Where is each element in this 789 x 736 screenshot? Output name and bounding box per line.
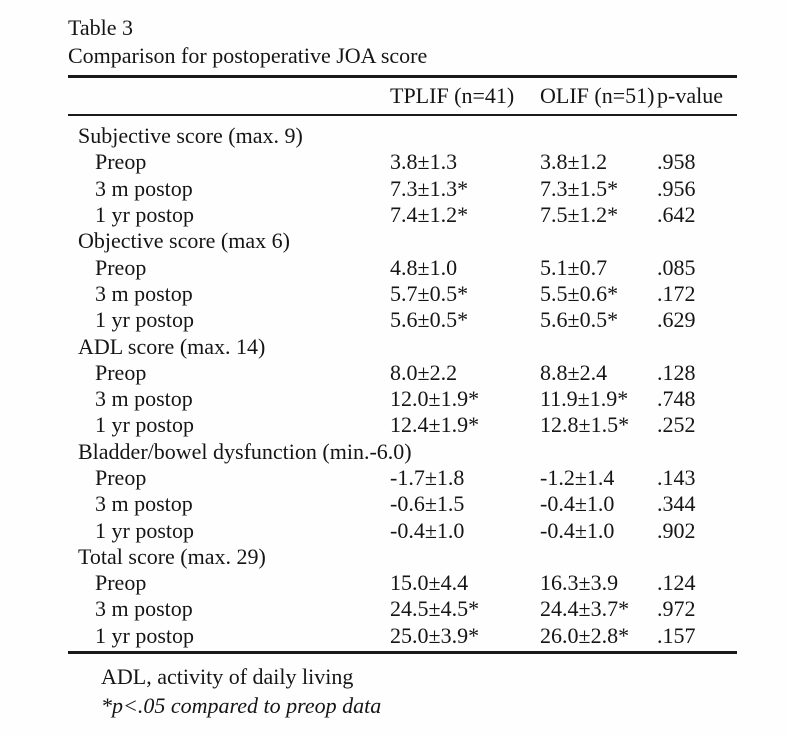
row-label: 1 yr postop — [95, 517, 194, 543]
p-value: .972 — [657, 596, 696, 622]
row-label: Preop — [95, 465, 147, 490]
section-title-row: Total score (max. 29) — [68, 544, 737, 570]
olif-value: 8.8±2.4 — [540, 359, 608, 385]
table-row: 1 yr postop -0.4±1.0 -0.4±1.0 .902 — [68, 517, 737, 543]
tplif-value: 15.0±4.4 — [390, 570, 469, 596]
table-row: Preop 3.8±1.3 3.8±1.2 .958 — [68, 149, 737, 175]
tplif-value: -0.4±1.0 — [390, 517, 465, 543]
row-label: 1 yr postop — [95, 622, 194, 648]
row-label: 3 m postop — [95, 386, 193, 412]
p-value: .085 — [657, 254, 696, 280]
section-title: Bladder/bowel dysfunction (min.-6.0) — [78, 438, 412, 464]
tplif-value: 5.7±0.5* — [390, 280, 469, 306]
table-row: 3 m postop -0.6±1.5 -0.4±1.0 .344 — [68, 491, 737, 517]
table-row: 1 yr postop 25.0±3.9* 26.0±2.8* .157 — [68, 623, 737, 649]
table-row: Preop 15.0±4.4 16.3±3.9 .124 — [68, 570, 737, 596]
p-value: .956 — [657, 175, 696, 201]
p-value: .642 — [657, 202, 696, 228]
olif-value: 3.8±1.2 — [540, 149, 608, 175]
olif-value: 16.3±3.9 — [540, 570, 619, 596]
row-label: 3 m postop — [95, 175, 193, 201]
row-label: Preop — [95, 359, 147, 385]
tplif-value: 24.5±4.5* — [390, 596, 480, 622]
olif-value: -0.4±1.0 — [540, 517, 615, 543]
row-label: 3 m postop — [95, 596, 193, 622]
table-row: 1 yr postop 7.4±1.2* 7.5±1.2* .642 — [68, 202, 737, 228]
olif-value: 5.6±0.5* — [540, 307, 619, 333]
olif-value: 12.8±1.5* — [540, 412, 630, 438]
table-row: 3 m postop 24.5±4.5* 24.4±3.7* .972 — [68, 596, 737, 622]
tplif-value: 12.0±1.9* — [390, 386, 480, 412]
row-label: Preop — [95, 149, 147, 175]
row-label: 1 yr postop — [95, 307, 194, 333]
p-value: .157 — [657, 622, 696, 648]
table-row: 1 yr postop 12.4±1.9* 12.8±1.5* .252 — [68, 412, 737, 438]
row-label: Preop — [95, 570, 147, 596]
tplif-value: 4.8±1.0 — [390, 254, 458, 280]
section-title: Subjective score (max. 9) — [78, 123, 303, 149]
table-row: 3 m postop 7.3±1.3* 7.3±1.5* .956 — [68, 176, 737, 202]
table-row: 1 yr postop 5.6±0.5* 5.6±0.5* .629 — [68, 307, 737, 333]
tplif-value: 12.4±1.9* — [390, 412, 480, 438]
table-row: 3 m postop 12.0±1.9* 11.9±1.9* .748 — [68, 386, 737, 412]
p-value: .252 — [657, 412, 696, 438]
p-value: .124 — [657, 570, 696, 596]
row-label: 1 yr postop — [95, 412, 194, 438]
table-row: Preop -1.7±1.8 -1.2±1.4 .143 — [68, 465, 737, 491]
p-value: .629 — [657, 307, 696, 333]
table-footnotes: ADL, activity of daily living *p<.05 com… — [101, 662, 789, 720]
table-row: Preop 4.8±1.0 5.1±0.7 .085 — [68, 254, 737, 280]
row-label: 3 m postop — [95, 491, 193, 517]
p-value: .172 — [657, 280, 696, 306]
footnote-significance: *p<.05 compared to preop data — [101, 692, 382, 718]
tplif-value: -0.6±1.5 — [390, 491, 465, 517]
table-label: Table 3 — [68, 15, 134, 40]
tplif-value: 8.0±2.2 — [390, 359, 458, 385]
p-value: .143 — [657, 465, 696, 490]
tplif-value: 7.4±1.2* — [390, 202, 469, 228]
header-olif: OLIF (n=51) — [540, 83, 655, 108]
section-title: ADL score (max. 14) — [78, 333, 266, 359]
p-value: .902 — [657, 517, 696, 543]
olif-value: 26.0±2.8* — [540, 622, 630, 648]
tplif-value: 5.6±0.5* — [390, 307, 469, 333]
olif-value: -1.2±1.4 — [540, 465, 615, 490]
table-row: 3 m postop 5.7±0.5* 5.5±0.6* .172 — [68, 281, 737, 307]
section-title: Objective score (max 6) — [78, 228, 290, 254]
tplif-value: 25.0±3.9* — [390, 622, 480, 648]
section-title-row: Objective score (max 6) — [68, 228, 737, 254]
p-value: .128 — [657, 359, 696, 385]
tplif-value: -1.7±1.8 — [390, 465, 465, 490]
olif-value: -0.4±1.0 — [540, 491, 615, 517]
table-header-row: TPLIF (n=41) OLIF (n=51) p-value — [68, 78, 737, 116]
olif-value: 7.3±1.5* — [540, 175, 619, 201]
olif-value: 5.1±0.7 — [540, 254, 608, 280]
joa-score-table: TPLIF (n=41) OLIF (n=51) p-value Subject… — [68, 75, 737, 654]
olif-value: 11.9±1.9* — [540, 386, 629, 412]
row-label: 3 m postop — [95, 280, 193, 306]
table-body: Subjective score (max. 9) Preop 3.8±1.3 … — [68, 116, 737, 651]
table-caption: Comparison for postoperative JOA score — [68, 43, 428, 68]
row-label: 1 yr postop — [95, 202, 194, 228]
olif-value: 5.5±0.6* — [540, 280, 619, 306]
section-title-row: ADL score (max. 14) — [68, 333, 737, 359]
olif-value: 7.5±1.2* — [540, 202, 619, 228]
section-title-row: Bladder/bowel dysfunction (min.-6.0) — [68, 439, 737, 465]
tplif-value: 7.3±1.3* — [390, 175, 469, 201]
p-value: .958 — [657, 149, 696, 175]
p-value: .748 — [657, 386, 696, 412]
olif-value: 24.4±3.7* — [540, 596, 630, 622]
header-tplif: TPLIF (n=41) — [390, 83, 515, 108]
p-value: .344 — [657, 491, 696, 517]
section-title-row: Subjective score (max. 9) — [68, 123, 737, 149]
row-label: Preop — [95, 254, 147, 280]
header-pvalue: p-value — [657, 83, 723, 108]
table-row: Preop 8.0±2.2 8.8±2.4 .128 — [68, 360, 737, 386]
footnote-abbreviation: ADL, activity of daily living — [101, 663, 354, 689]
tplif-value: 3.8±1.3 — [390, 149, 458, 175]
section-title: Total score (max. 29) — [78, 543, 266, 569]
